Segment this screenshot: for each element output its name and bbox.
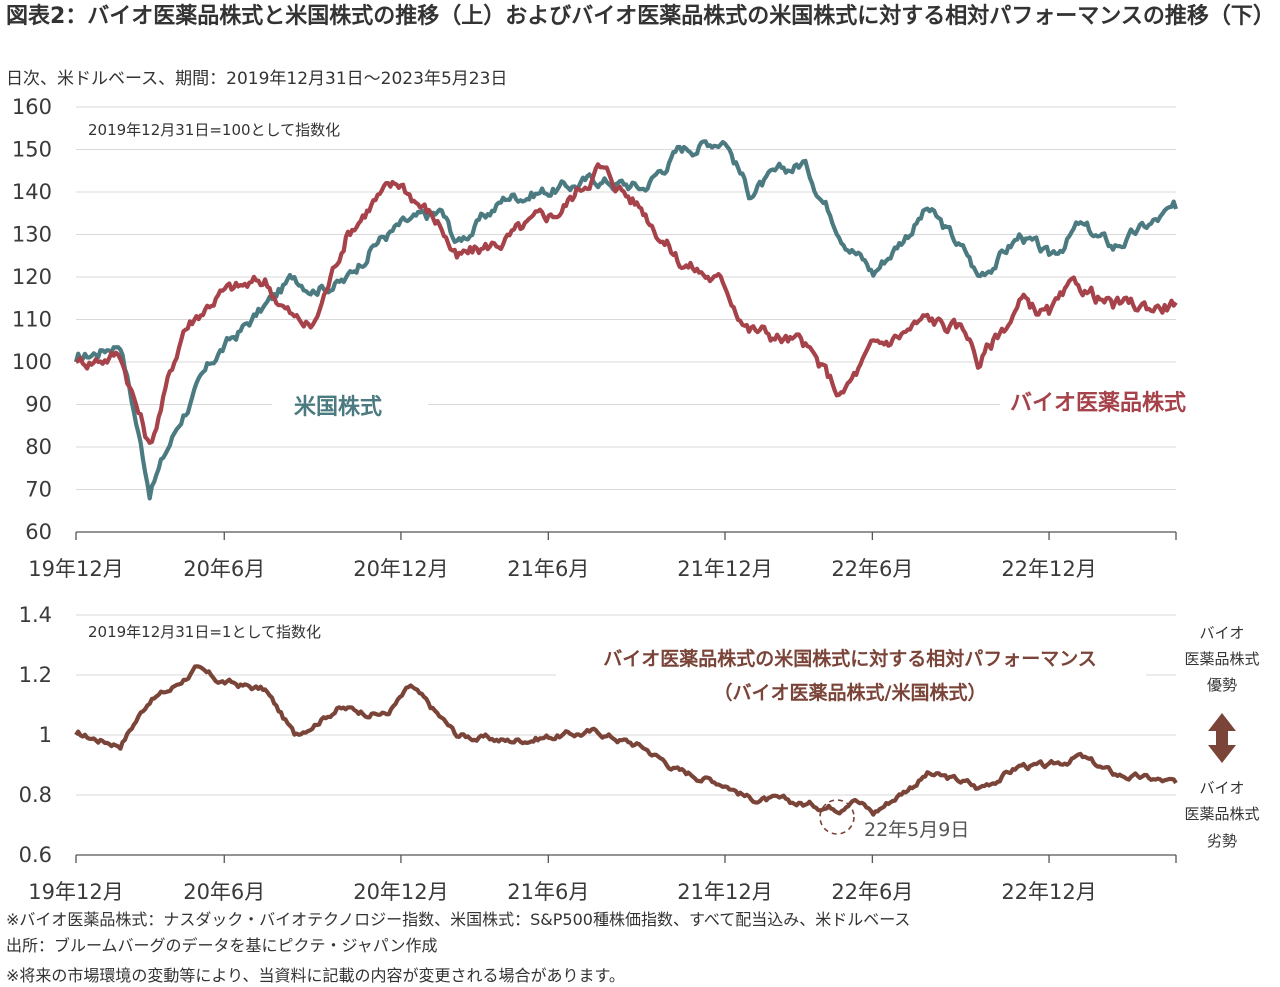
x-tick-label: 21年12月 <box>677 880 772 904</box>
y-tick-label: 130 <box>12 223 52 247</box>
y-tick-label: 1.2 <box>19 663 52 687</box>
series-line-2 <box>75 162 1178 445</box>
upper-side-label: バイオ 医薬品株式 優勢 <box>1184 624 1259 694</box>
footnote-sources: ※バイオ医薬品株式：ナスダック・バイオテクノロジー指数、米国株式：S&P500種… <box>6 910 911 929</box>
footnote-data-origin: 出所：ブルームバーグのデータを基にピクテ・ジャパン作成 <box>6 936 438 955</box>
footnote-disclaimer: ※将来の市場環境の変動等により、当資料に記載の内容が変更される場合があります。 <box>6 966 625 985</box>
y-tick-label: 150 <box>12 138 52 162</box>
bio-label-bg <box>1000 384 1222 420</box>
y-tick-label: 120 <box>12 265 52 289</box>
chart-title: 図表2：バイオ医薬品株式と米国株式の推移（上）およびバイオ医薬品株式の米国株式に… <box>6 4 1275 29</box>
series-line-1 <box>74 664 1178 817</box>
x-tick-label: 22年12月 <box>1001 557 1096 581</box>
x-tick-label: 21年6月 <box>507 557 589 581</box>
y-tick-label: 1.4 <box>19 603 52 627</box>
ratio-legend-bg <box>556 640 1146 708</box>
upper-label-line2: 医薬品株式 <box>1184 650 1259 668</box>
y-tick-label: 80 <box>25 435 52 459</box>
x-tick-label: 20年6月 <box>183 880 265 904</box>
y-tick-label: 110 <box>12 308 52 332</box>
y-tick-label: 0.8 <box>19 783 52 807</box>
upper-label-line1: バイオ <box>1199 624 1244 642</box>
y-tick-label: 60 <box>25 520 52 544</box>
y-tick-label: 90 <box>25 393 52 417</box>
series-line-1 <box>73 139 1179 501</box>
ratio-legend-line1: バイオ医薬品株式の米国株式に対する相対パフォーマンス <box>603 647 1097 670</box>
ratio-legend-line2: （バイオ医薬品株式/米国株式） <box>714 681 987 704</box>
top-gridlines <box>76 106 1176 490</box>
top-y-axis: 60 70 80 90 100 110 120 130 140 150 160 <box>12 95 52 544</box>
x-tick-label: 22年6月 <box>831 880 913 904</box>
lower-label-line3: 劣勢 <box>1207 832 1237 850</box>
bio-series-label: バイオ医薬品株式 <box>1010 391 1186 416</box>
lower-label-line1: バイオ <box>1199 779 1244 797</box>
y-tick-label: 0.6 <box>19 843 52 867</box>
x-tick-label: 19年12月 <box>28 880 123 904</box>
bottom-series <box>74 664 1178 817</box>
x-tick-label: 20年6月 <box>183 557 265 581</box>
upper-label-line3: 優勢 <box>1207 676 1237 694</box>
lower-side-label: バイオ 医薬品株式 劣勢 <box>1184 779 1259 850</box>
x-tick-label: 22年6月 <box>831 557 913 581</box>
low-point-circle <box>819 799 855 835</box>
x-tick-label: 19年12月 <box>28 557 123 581</box>
x-tick-label: 22年12月 <box>1001 880 1096 904</box>
double-arrow-icon <box>1208 713 1236 763</box>
y-tick-label: 160 <box>12 95 52 119</box>
y-tick-label: 100 <box>12 350 52 374</box>
bottom-index-note: 2019年12月31日=1として指数化 <box>88 623 321 641</box>
x-tick-label: 21年12月 <box>677 557 772 581</box>
lower-label-line2: 医薬品株式 <box>1184 805 1259 823</box>
low-point-label: 22年5月9日 <box>864 819 969 841</box>
top-series <box>73 139 1179 501</box>
y-tick-label: 140 <box>12 180 52 204</box>
top-index-note: 2019年12月31日=100として指数化 <box>88 121 340 139</box>
bottom-y-axis: 0.6 0.8 1 1.2 1.4 <box>19 603 52 867</box>
chart-subtitle: 日次、米ドルベース、期間：2019年12月31日～2023年5月23日 <box>6 69 508 89</box>
y-tick-label: 70 <box>25 478 52 502</box>
x-tick-label: 21年6月 <box>507 880 589 904</box>
y-tick-label: 1 <box>39 723 52 747</box>
x-tick-label: 20年12月 <box>353 557 448 581</box>
us-label-bg <box>272 388 428 424</box>
us-series-label: 米国株式 <box>294 395 382 420</box>
bottom-x-axis: 19年12月 20年6月 20年12月 21年6月 21年12月 22年6月 22年12月 <box>28 854 1177 904</box>
top-x-axis: 19年12月 20年6月 20年12月 21年6月 21年12月 22年6月 22年12月 <box>28 531 1177 581</box>
x-tick-label: 20年12月 <box>353 880 448 904</box>
